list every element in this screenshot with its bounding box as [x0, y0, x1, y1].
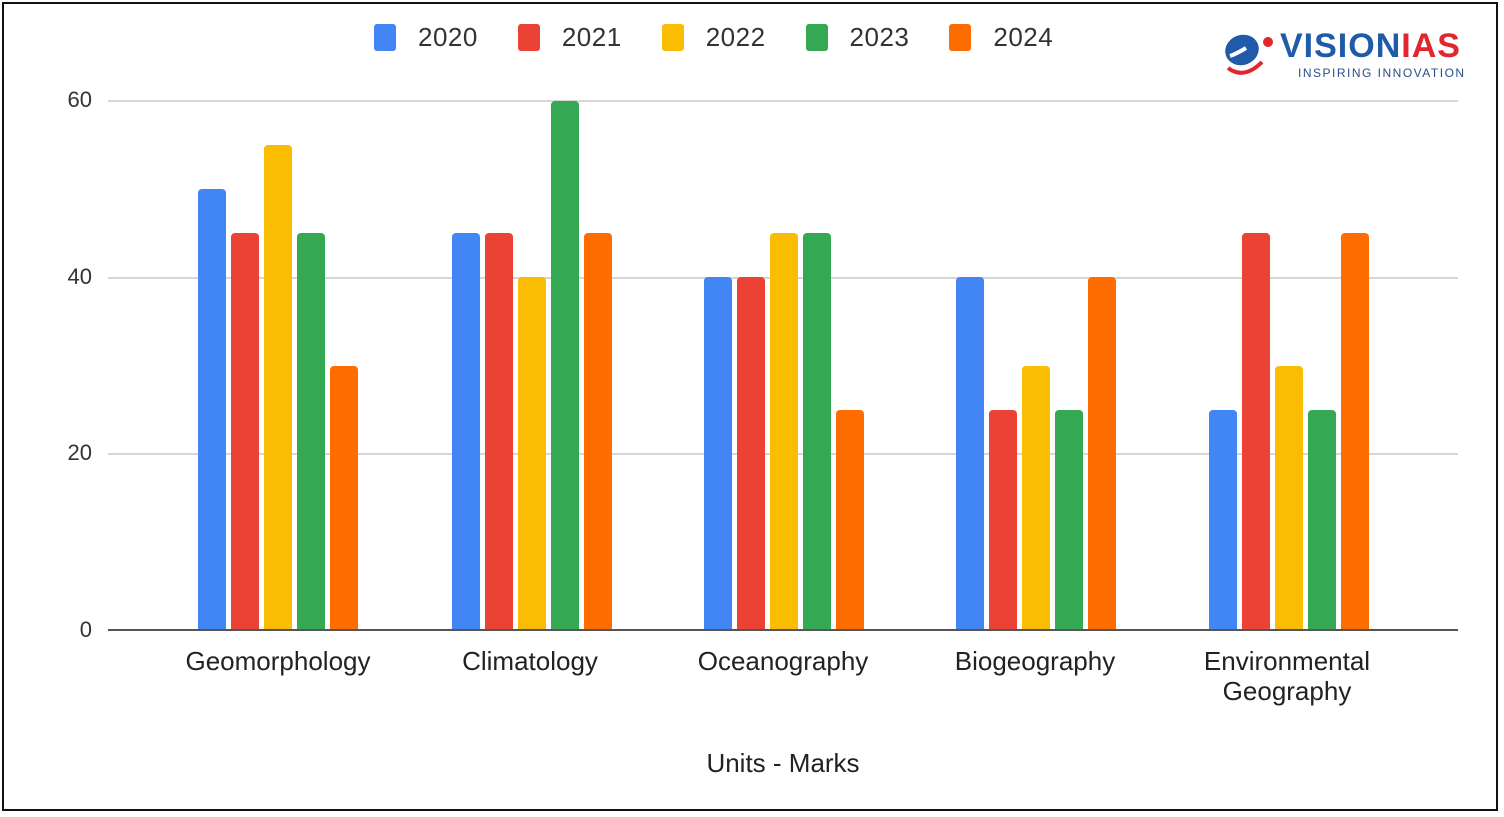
- bar-environmental-geography-2023[interactable]: [1308, 409, 1336, 630]
- bar-oceanography-2021[interactable]: [737, 277, 765, 630]
- bar-environmental-geography-2020[interactable]: [1209, 409, 1237, 630]
- legend-swatch: [949, 24, 972, 51]
- legend-item-2022[interactable]: 2022: [661, 22, 766, 53]
- legend-item-2021[interactable]: 2021: [517, 22, 622, 53]
- bar-environmental-geography-2024[interactable]: [1341, 233, 1369, 630]
- legend-label: 2020: [418, 22, 478, 52]
- bar-climatology-2022[interactable]: [518, 277, 546, 630]
- bar-oceanography-2024[interactable]: [836, 409, 864, 630]
- logo-wordmark: VISIONIAS: [1280, 27, 1461, 65]
- bar-biogeography-2021[interactable]: [989, 409, 1017, 630]
- legend-item-2024[interactable]: 2024: [949, 22, 1053, 53]
- bar-geomorphology-2021[interactable]: [231, 233, 259, 630]
- x-label-geomorphology: Geomorphology: [185, 646, 371, 676]
- x-axis-title: Units - Marks: [706, 748, 860, 778]
- x-label-climatology: Climatology: [462, 646, 598, 676]
- legend-label: 2023: [849, 22, 910, 52]
- legend-item-2023[interactable]: 2023: [805, 22, 910, 53]
- bar-environmental-geography-2021[interactable]: [1242, 233, 1270, 630]
- bar-biogeography-2022[interactable]: [1022, 365, 1050, 630]
- bar-biogeography-2020[interactable]: [956, 277, 984, 630]
- bar-climatology-2021[interactable]: [485, 233, 513, 630]
- legend-swatch: [805, 24, 828, 51]
- x-label-oceanography: Oceanography: [697, 646, 869, 676]
- bar-biogeography-2024[interactable]: [1088, 277, 1116, 630]
- gridline-60: [108, 100, 1458, 102]
- bar-oceanography-2022[interactable]: [770, 233, 798, 630]
- bar-biogeography-2023[interactable]: [1055, 409, 1083, 630]
- bar-geomorphology-2020[interactable]: [198, 189, 226, 630]
- bar-geomorphology-2024[interactable]: [330, 365, 358, 630]
- bar-oceanography-2020[interactable]: [704, 277, 732, 630]
- bar-climatology-2023[interactable]: [551, 101, 579, 630]
- legend-swatch: [661, 24, 684, 51]
- x-label-biogeography: Biogeography: [954, 646, 1116, 676]
- logo-mark-icon: [1225, 34, 1273, 75]
- legend-label: 2022: [705, 22, 766, 52]
- y-tick-20: 20: [67, 440, 92, 465]
- legend-swatch: [517, 24, 540, 51]
- legend-label: 2021: [561, 22, 622, 52]
- legend-swatch: [374, 24, 396, 51]
- legend-item-2020[interactable]: 2020: [374, 22, 478, 53]
- bar-geomorphology-2022[interactable]: [264, 145, 292, 630]
- x-axis-line: [108, 629, 1458, 631]
- bar-climatology-2020[interactable]: [452, 233, 480, 630]
- visionias-logo: VISIONIAS INSPIRING INNOVATION: [1222, 28, 1487, 84]
- bar-environmental-geography-2022[interactable]: [1275, 365, 1303, 630]
- bar-geomorphology-2023[interactable]: [297, 233, 325, 630]
- bar-oceanography-2023[interactable]: [803, 233, 831, 630]
- logo-tagline: INSPIRING INNOVATION: [1298, 66, 1466, 80]
- legend-label: 2024: [993, 22, 1054, 52]
- y-tick-40: 40: [67, 264, 92, 289]
- x-label-environmental-geography: Environmental Geography: [1203, 646, 1371, 706]
- bar-climatology-2024[interactable]: [584, 233, 612, 630]
- y-tick-0: 0: [79, 617, 92, 642]
- legend: 2020 2021 2022 2023 2024: [374, 22, 1093, 53]
- y-tick-60: 60: [67, 87, 92, 112]
